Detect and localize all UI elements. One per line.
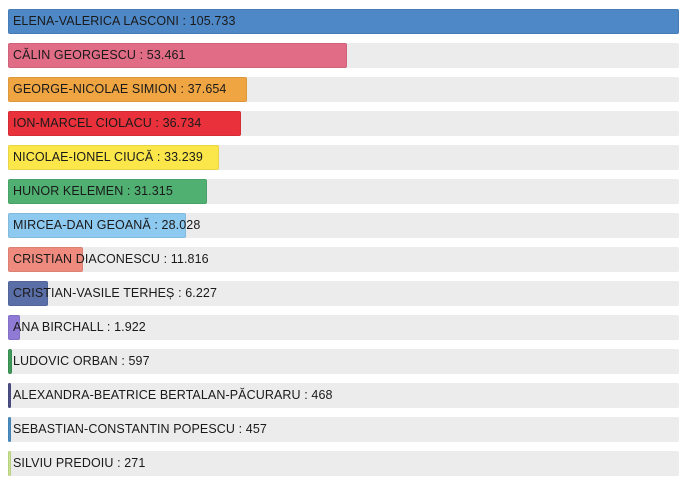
bar-label: LUDOVIC ORBAN : 597 (13, 354, 150, 368)
bar-label: NICOLAE-IONEL CIUCĂ : 33.239 (13, 150, 203, 164)
bar (8, 111, 241, 136)
bar-row: LUDOVIC ORBAN : 597 (8, 349, 679, 374)
bar-row: NICOLAE-IONEL CIUCĂ : 33.239 (8, 145, 679, 170)
bar (8, 315, 20, 340)
bar (8, 179, 207, 204)
bar-row: CRISTIAN-VASILE TERHEȘ : 6.227 (8, 281, 679, 306)
bar-label: ELENA-VALERICA LASCONI : 105.733 (13, 14, 236, 28)
bar-row: SEBASTIAN-CONSTANTIN POPESCU : 457 (8, 417, 679, 442)
bar (8, 145, 219, 170)
bar (8, 451, 11, 476)
bar (8, 213, 186, 238)
bar-label: ANA BIRCHALL : 1.922 (13, 320, 146, 334)
bar (8, 247, 83, 272)
bar (8, 77, 247, 102)
bar-row: GEORGE-NICOLAE SIMION : 37.654 (8, 77, 679, 102)
bar-row: HUNOR KELEMEN : 31.315 (8, 179, 679, 204)
bar-label: CĂLIN GEORGESCU : 53.461 (13, 48, 186, 62)
bar (8, 383, 11, 408)
bar (8, 9, 679, 34)
bar (8, 43, 347, 68)
bar-row: MIRCEA-DAN GEOANĂ : 28.028 (8, 213, 679, 238)
bar-label: GEORGE-NICOLAE SIMION : 37.654 (13, 82, 227, 96)
bar-row: SILVIU PREDOIU : 271 (8, 451, 679, 476)
bar-row: ELENA-VALERICA LASCONI : 105.733 (8, 9, 679, 34)
bar-label: CRISTIAN-VASILE TERHEȘ : 6.227 (13, 286, 217, 300)
bar-row: CRISTIAN DIACONESCU : 11.816 (8, 247, 679, 272)
bar-row: CĂLIN GEORGESCU : 53.461 (8, 43, 679, 68)
bar-label: ION-MARCEL CIOLACU : 36.734 (13, 116, 202, 130)
bar-label: HUNOR KELEMEN : 31.315 (13, 184, 173, 198)
bar (8, 281, 48, 306)
bar (8, 417, 11, 442)
bar (8, 349, 12, 374)
bar-label: CRISTIAN DIACONESCU : 11.816 (13, 252, 209, 266)
bar-label: SEBASTIAN-CONSTANTIN POPESCU : 457 (13, 422, 267, 436)
bar-row: ALEXANDRA-BEATRICE BERTALAN-PĂCURARU : 4… (8, 383, 679, 408)
bar-label: ALEXANDRA-BEATRICE BERTALAN-PĂCURARU : 4… (13, 388, 333, 402)
bar-row: ANA BIRCHALL : 1.922 (8, 315, 679, 340)
bar-label: SILVIU PREDOIU : 271 (13, 456, 146, 470)
bar-label: MIRCEA-DAN GEOANĂ : 28.028 (13, 218, 201, 232)
bar-row: ION-MARCEL CIOLACU : 36.734 (8, 111, 679, 136)
